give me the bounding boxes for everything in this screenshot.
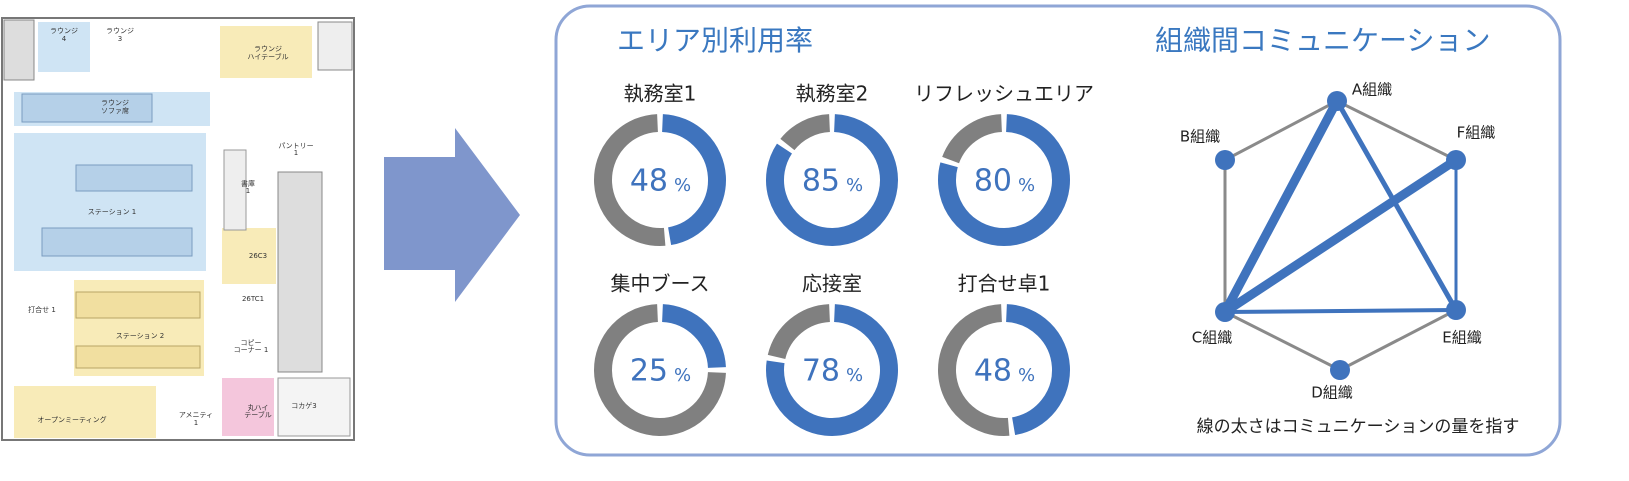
area-name: 執務室1 [624, 82, 697, 106]
zone [14, 386, 156, 438]
network-title: 組織間コミュニケーション [1155, 24, 1490, 57]
zone [222, 228, 276, 284]
edge [1223, 308, 1458, 314]
donut-value [766, 304, 898, 436]
node [1215, 302, 1235, 322]
desk [75, 164, 193, 192]
edge [1334, 98, 1459, 313]
edge [1220, 155, 1461, 317]
arrow [384, 128, 520, 302]
floor-label: ラウンジ [106, 27, 134, 35]
node-label: F組織 [1457, 124, 1496, 142]
donut-value [766, 114, 898, 246]
floor-label: 1 [194, 419, 198, 427]
node-label: D組織 [1311, 384, 1353, 402]
donut-rest [767, 304, 831, 360]
area-name: 応接室 [802, 272, 862, 296]
floor-label: ラウンジ [50, 27, 78, 35]
node [1330, 360, 1350, 380]
floor-label: オープンミーティング [37, 415, 106, 424]
donut-value [661, 114, 726, 246]
network-note: 線の太さはコミュニケーションの量を指す [1197, 417, 1520, 437]
area-name: 執務室2 [796, 82, 869, 106]
area-value: 25 [630, 354, 668, 389]
node [1446, 300, 1466, 320]
edge [1220, 96, 1342, 317]
donut-value [938, 114, 1070, 246]
donut-rest [942, 114, 1003, 164]
panel [554, 4, 1562, 457]
area-value: 78 [802, 354, 840, 389]
node-label: E組織 [1442, 329, 1481, 347]
floor-label: 3 [118, 35, 122, 43]
floor-label: ラウンジ [254, 45, 282, 53]
zone [220, 26, 312, 78]
floor-label: ハイテーブル [247, 52, 288, 61]
edge [1338, 308, 1458, 372]
area-unit: % [1018, 365, 1035, 386]
room [277, 377, 351, 437]
desk [41, 227, 193, 257]
sofa [21, 93, 153, 123]
node [1215, 150, 1235, 170]
donut-value [1005, 304, 1070, 436]
node [1446, 150, 1466, 170]
floor-label: 1 [246, 187, 250, 195]
floor-label: コピー [241, 339, 262, 347]
usage-title: エリア別利用率 [617, 24, 813, 57]
donut-rest [938, 304, 1010, 436]
donut-rest [594, 304, 726, 436]
floor-label: 1 [294, 149, 298, 157]
floor-label: コカゲ3 [291, 401, 316, 410]
area-name: 集中ブース [611, 272, 710, 296]
area-unit: % [846, 175, 863, 196]
floor-label: ステーション 1 [88, 208, 137, 216]
edge [1223, 99, 1339, 162]
shelf [223, 149, 247, 231]
floor-plan [1, 17, 355, 441]
wall [277, 171, 323, 373]
floor-label: 4 [62, 35, 67, 43]
wall [317, 21, 353, 71]
floor-label: アメニティ [179, 411, 213, 419]
donut-rest [594, 114, 666, 246]
desk [75, 345, 201, 369]
floor-label: テーブル [244, 410, 272, 419]
area-value: 80 [974, 164, 1012, 199]
area-unit: % [674, 175, 691, 196]
area-value: 85 [802, 164, 840, 199]
zone [222, 378, 274, 436]
floor-label: ステーション 2 [116, 332, 165, 340]
area-value: 48 [974, 354, 1012, 389]
donut-rest [780, 114, 831, 151]
node [1327, 91, 1347, 111]
wall [3, 19, 35, 81]
area-name: 打合せ卓1 [958, 272, 1051, 296]
zone [38, 22, 90, 72]
floor-label: ソファ席 [101, 106, 129, 115]
floor-label: 26C3 [249, 252, 267, 260]
floor-label: 26TC1 [242, 295, 264, 303]
node-label: C組織 [1192, 329, 1232, 347]
area-unit: % [1018, 175, 1035, 196]
floor-label: コーナー 1 [234, 346, 269, 354]
floor-label: 丸ハイ [248, 403, 269, 412]
area-unit: % [674, 365, 691, 386]
floor-label: パントリー [278, 142, 313, 150]
area-name: リフレッシュエリア [914, 82, 1094, 106]
node-label: A組織 [1352, 81, 1392, 99]
floor-label: 書庫 [241, 179, 255, 188]
edge [1335, 99, 1458, 162]
floor-label: 打合せ 1 [28, 305, 56, 314]
floor-label: ラウンジ [101, 99, 129, 107]
donut-value [661, 304, 726, 369]
edge [1223, 310, 1342, 372]
node-label: B組織 [1180, 128, 1220, 146]
area-unit: % [846, 365, 863, 386]
desk [75, 291, 201, 319]
area-value: 48 [630, 164, 668, 199]
